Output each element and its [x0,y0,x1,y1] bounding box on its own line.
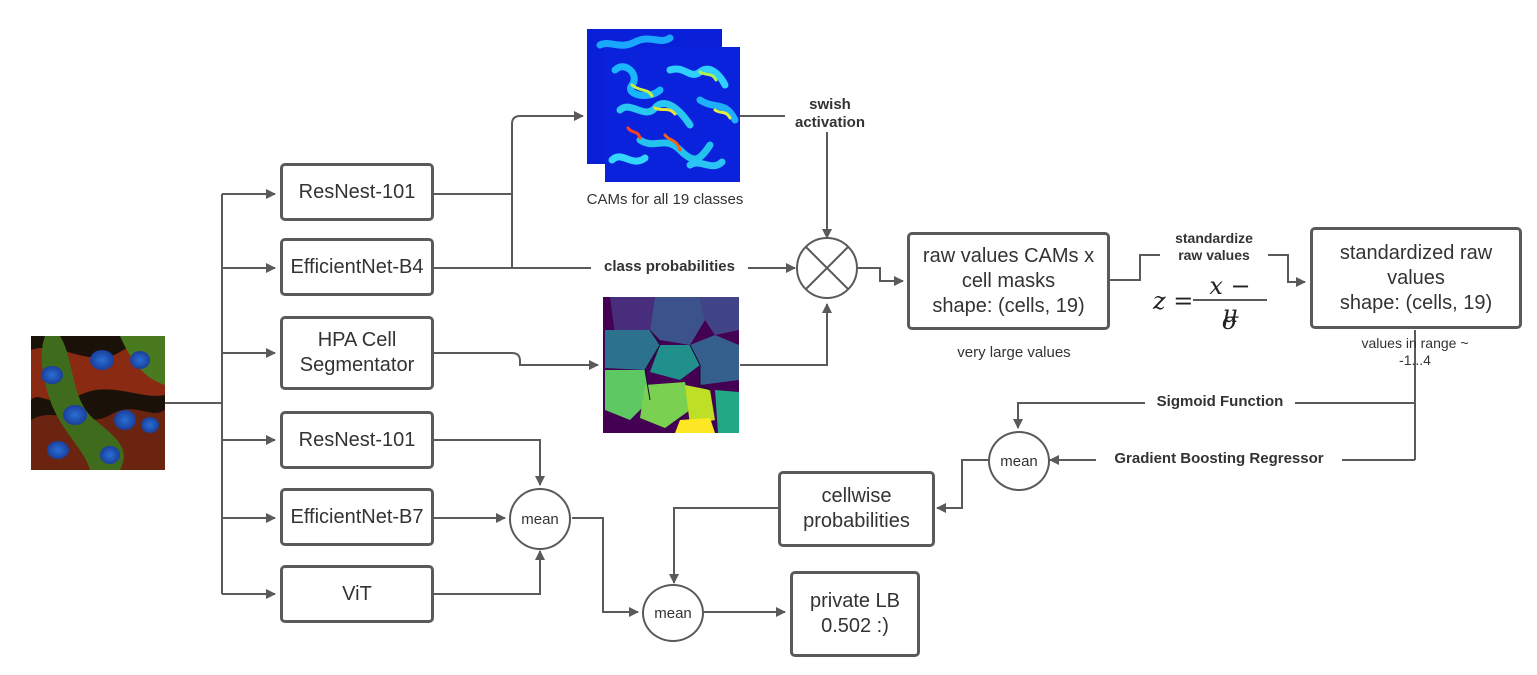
private-lb-box: private LB 0.502 :) [790,571,920,657]
cellwise-probabilities-label: cellwise probabilities [803,485,910,532]
resnest-101-label: ResNest-101 [298,180,416,203]
z-formula-denominator: σ [1221,307,1239,335]
cams-caption: CAMs for all 19 classes [586,191,744,208]
efficientnet-b4-model-box: EfficientNet-B4 [280,238,434,296]
raw-values-label: raw values CAMs x cell masks shape: (cel… [922,244,1095,317]
private-lb-label: private LB 0.502 :) [809,590,901,637]
cellwise-probabilities-box: cellwise probabilities [778,471,935,547]
very-large-values-note: very large values [957,344,1071,361]
standardized-values-label: standardized raw values shape: (cells, 1… [1339,241,1493,314]
microscopy-cell-image [31,336,165,470]
efficientnet-b7-label: EfficientNet-B7 [290,505,424,528]
hpa-cell-segmentator-box: HPA Cell Segmentator [280,316,434,390]
z-formula-numerator: x − μ [1209,272,1251,328]
standardize-label: standardize raw values [1160,230,1268,264]
mean-node-ensemble: mean [509,488,571,550]
mean-node-final: mean [642,584,704,642]
hpa-cell-segmentator-label: HPA Cell Segmentator [299,329,415,376]
mean-node-regressors: mean [988,431,1050,491]
mean-label: mean [1000,452,1038,470]
class-probabilities-label: class probabilities [591,258,748,276]
multiply-operator-icon [796,237,858,299]
efficientnet-b4-label: EfficientNet-B4 [290,255,424,278]
values-range-note: values in range ~ -1...4 [1361,335,1469,368]
vit-model-box: ViT [280,565,434,623]
raw-values-box: raw values CAMs x cell masks shape: (cel… [907,232,1110,330]
swish-activation-label: swish activation [785,96,875,132]
mean-label: mean [654,604,692,622]
vit-label: ViT [342,582,372,605]
efficientnet-b7-model-box: EfficientNet-B7 [280,488,434,546]
sigmoid-function-label: Sigmoid Function [1145,393,1295,411]
cam-heatmap-stack [587,29,740,182]
resnest-101-model-box: ResNest-101 [280,163,434,221]
gradient-boosting-label: Gradient Boosting Regressor [1096,450,1342,468]
z-formula-lhs: z = [1153,287,1194,315]
cell-segmentation-mask [603,297,739,433]
standardized-values-box: standardized raw values shape: (cells, 1… [1310,227,1522,329]
resnest-101-ensemble-label: ResNest-101 [298,428,416,451]
mean-label: mean [521,510,559,528]
resnest-101-ensemble-box: ResNest-101 [280,411,434,469]
